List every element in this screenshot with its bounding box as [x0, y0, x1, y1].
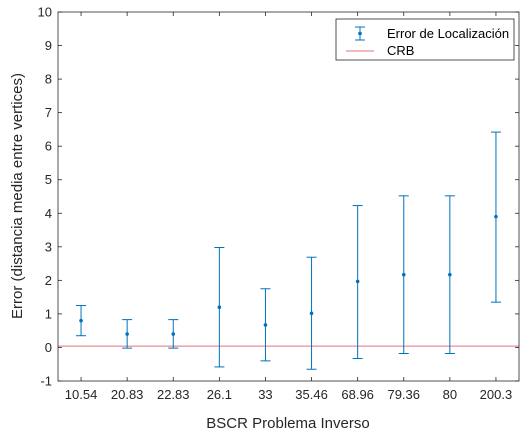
data-point	[125, 332, 129, 336]
y-tick-label: 1	[45, 306, 52, 321]
y-tick-label: 9	[45, 38, 52, 53]
y-tick-label: 7	[45, 105, 52, 120]
x-tick-label: 22.83	[157, 387, 190, 402]
x-tick-label: 79.36	[387, 387, 420, 402]
x-tick-label: 200.3	[480, 387, 513, 402]
y-axis-title: Error (distancia media entre vertices)	[9, 73, 26, 319]
data-point	[448, 272, 452, 277]
legend-errorbar-marker	[358, 31, 362, 36]
x-tick-label: 68.96	[341, 387, 374, 402]
x-axis-title: BSCR Problema Inverso	[206, 415, 369, 432]
y-tick-label: 4	[45, 206, 52, 221]
y-tick-label: 5	[45, 172, 52, 187]
data-point	[309, 311, 314, 316]
data-point	[401, 272, 406, 277]
data-marks	[58, 131, 519, 370]
data-point	[79, 318, 83, 323]
data-point	[217, 305, 222, 310]
data-point	[494, 214, 498, 219]
x-tick-label: 80	[443, 387, 457, 402]
axes: -1 0 1 2 3 4 5 6 7 8 9 10 10.54 20.83 22.83 26.1 33 35.46…	[38, 5, 520, 402]
data-point	[355, 279, 360, 284]
data-point	[263, 323, 268, 327]
x-tick-label: 10.54	[65, 387, 98, 402]
y-tick-label: 3	[45, 239, 52, 254]
y-tick-label: 2	[45, 273, 52, 288]
y-tick-label: 10	[38, 5, 52, 20]
x-tick-label: 20.83	[111, 387, 144, 402]
legend-label-error: Error de Localización	[387, 26, 509, 41]
y-tick-label: 0	[45, 340, 52, 355]
legend-label-crb: CRB	[387, 43, 414, 58]
legend-box	[335, 18, 515, 61]
x-tick-label: 35.46	[295, 387, 328, 402]
legend: Error de Localización CRB	[335, 18, 515, 61]
y-tick-label: 6	[45, 139, 52, 154]
y-tick-label: 8	[45, 72, 52, 87]
data-point	[171, 332, 176, 336]
y-tick-label: -1	[40, 374, 52, 389]
axes-box	[57, 11, 520, 382]
plot-area	[58, 12, 519, 381]
x-tick-label: 33	[258, 387, 272, 402]
x-tick-label: 26.1	[207, 387, 232, 402]
